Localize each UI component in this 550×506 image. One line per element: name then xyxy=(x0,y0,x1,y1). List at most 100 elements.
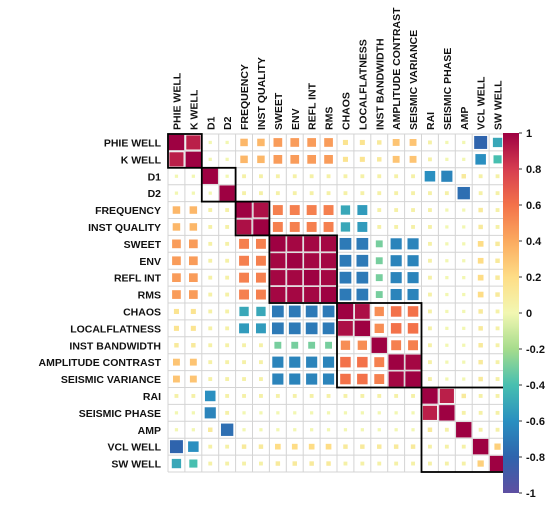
heatmap-cell xyxy=(208,309,213,314)
heatmap-cell xyxy=(343,411,348,415)
heatmap-cell xyxy=(174,394,179,398)
colorbar-tick-label: 0.2 xyxy=(526,272,541,284)
heatmap-cell xyxy=(441,170,453,182)
heatmap-cells xyxy=(168,134,506,472)
heatmap-cell xyxy=(407,238,419,250)
heatmap-cell xyxy=(272,356,284,368)
heatmap-cell xyxy=(477,241,484,247)
column-label: PHIE WELL xyxy=(171,72,183,130)
heatmap-cell xyxy=(462,377,466,381)
heatmap-cell xyxy=(270,236,286,252)
heatmap-cell xyxy=(340,222,351,232)
heatmap-cell xyxy=(428,444,432,449)
heatmap-cell xyxy=(394,191,399,196)
row-label: INST BANDWIDTH xyxy=(69,340,161,352)
heatmap-cell xyxy=(356,254,369,267)
heatmap-cell xyxy=(360,394,365,398)
heatmap-cell xyxy=(225,225,230,229)
heatmap-cell xyxy=(444,461,449,466)
heatmap-cell xyxy=(357,221,368,232)
heatmap-cell xyxy=(225,309,230,314)
column-label: RMS xyxy=(324,107,336,130)
heatmap-cell xyxy=(236,219,252,235)
column-label: AMPLITUDE CONTRAST xyxy=(391,7,403,130)
heatmap-cell xyxy=(422,388,438,404)
heatmap-cell xyxy=(292,394,297,398)
heatmap-cell xyxy=(303,269,320,286)
heatmap-cell xyxy=(462,140,466,145)
heatmap-cell xyxy=(377,394,382,398)
heatmap-cell xyxy=(356,271,369,284)
heatmap-cell xyxy=(411,428,415,432)
heatmap-cell xyxy=(172,223,181,231)
heatmap-cell xyxy=(410,444,416,449)
cluster-box xyxy=(167,133,203,169)
heatmap-cell xyxy=(208,360,213,365)
heatmap-cell xyxy=(356,237,369,250)
heatmap-cell xyxy=(444,427,449,432)
heatmap-cell xyxy=(495,275,500,280)
heatmap-cell xyxy=(189,273,198,283)
heatmap-cell xyxy=(270,270,286,286)
heatmap-cell xyxy=(339,237,352,250)
heatmap-cell xyxy=(339,288,352,301)
heatmap-cell xyxy=(240,155,248,164)
heatmap-cell xyxy=(390,323,402,334)
heatmap-cell xyxy=(375,257,383,265)
heatmap-cell xyxy=(208,157,212,161)
colorbar-tick-label: 0.8 xyxy=(526,164,541,176)
heatmap-cell xyxy=(445,343,449,347)
heatmap-cell xyxy=(257,155,265,164)
heatmap-cell xyxy=(255,289,266,300)
heatmap-cell xyxy=(326,428,331,432)
heatmap-cell xyxy=(445,259,449,263)
heatmap-cell xyxy=(239,306,249,317)
heatmap-cell xyxy=(390,288,402,301)
heatmap-cell xyxy=(360,428,364,432)
heatmap-cell xyxy=(308,341,316,349)
heatmap-cell xyxy=(225,241,230,246)
heatmap-cell xyxy=(293,428,297,432)
heatmap-cell xyxy=(343,191,348,196)
heatmap-cell xyxy=(291,443,298,450)
column-label: SEISMIC VARIANCE xyxy=(408,30,420,130)
heatmap-cell xyxy=(225,326,230,331)
heatmap-cell xyxy=(271,322,284,335)
heatmap-cell xyxy=(462,208,466,212)
row-label: RMS xyxy=(138,290,161,302)
colorbar-tick-label: -0.2 xyxy=(526,344,545,356)
heatmap-cell xyxy=(478,376,483,382)
heatmap-cell xyxy=(172,239,181,249)
heatmap-cell xyxy=(428,461,432,466)
heatmap-cell xyxy=(495,174,500,179)
heatmap-cell xyxy=(445,377,449,381)
heatmap-cell xyxy=(428,191,432,196)
heatmap-cell xyxy=(495,292,500,297)
heatmap-cell xyxy=(320,286,337,303)
heatmap-cell xyxy=(309,394,314,398)
heatmap-cell xyxy=(322,373,335,385)
heatmap-cell xyxy=(174,174,179,178)
heatmap-cell xyxy=(461,393,466,399)
cluster-boxes xyxy=(167,133,507,473)
heatmap-cell xyxy=(337,303,354,320)
heatmap-cell xyxy=(322,305,335,318)
heatmap-cell xyxy=(208,208,213,212)
heatmap-cell xyxy=(305,322,318,335)
heatmap-cell xyxy=(287,253,303,269)
heatmap-cell xyxy=(428,208,432,212)
heatmap-cell xyxy=(287,236,303,252)
heatmap-cell xyxy=(374,357,385,368)
heatmap-cell xyxy=(360,191,365,196)
heatmap-cell xyxy=(360,174,365,179)
colorbar-tick-label: -0.4 xyxy=(526,380,546,392)
heatmap-cell xyxy=(225,444,230,449)
heatmap-cell xyxy=(208,140,212,145)
heatmap-cell xyxy=(394,208,399,212)
heatmap-cell xyxy=(325,341,332,349)
heatmap-cell xyxy=(390,238,402,250)
heatmap-cell xyxy=(259,428,263,432)
heatmap-cell xyxy=(259,411,263,415)
heatmap-cell xyxy=(239,272,250,283)
heatmap-cell xyxy=(204,407,216,419)
